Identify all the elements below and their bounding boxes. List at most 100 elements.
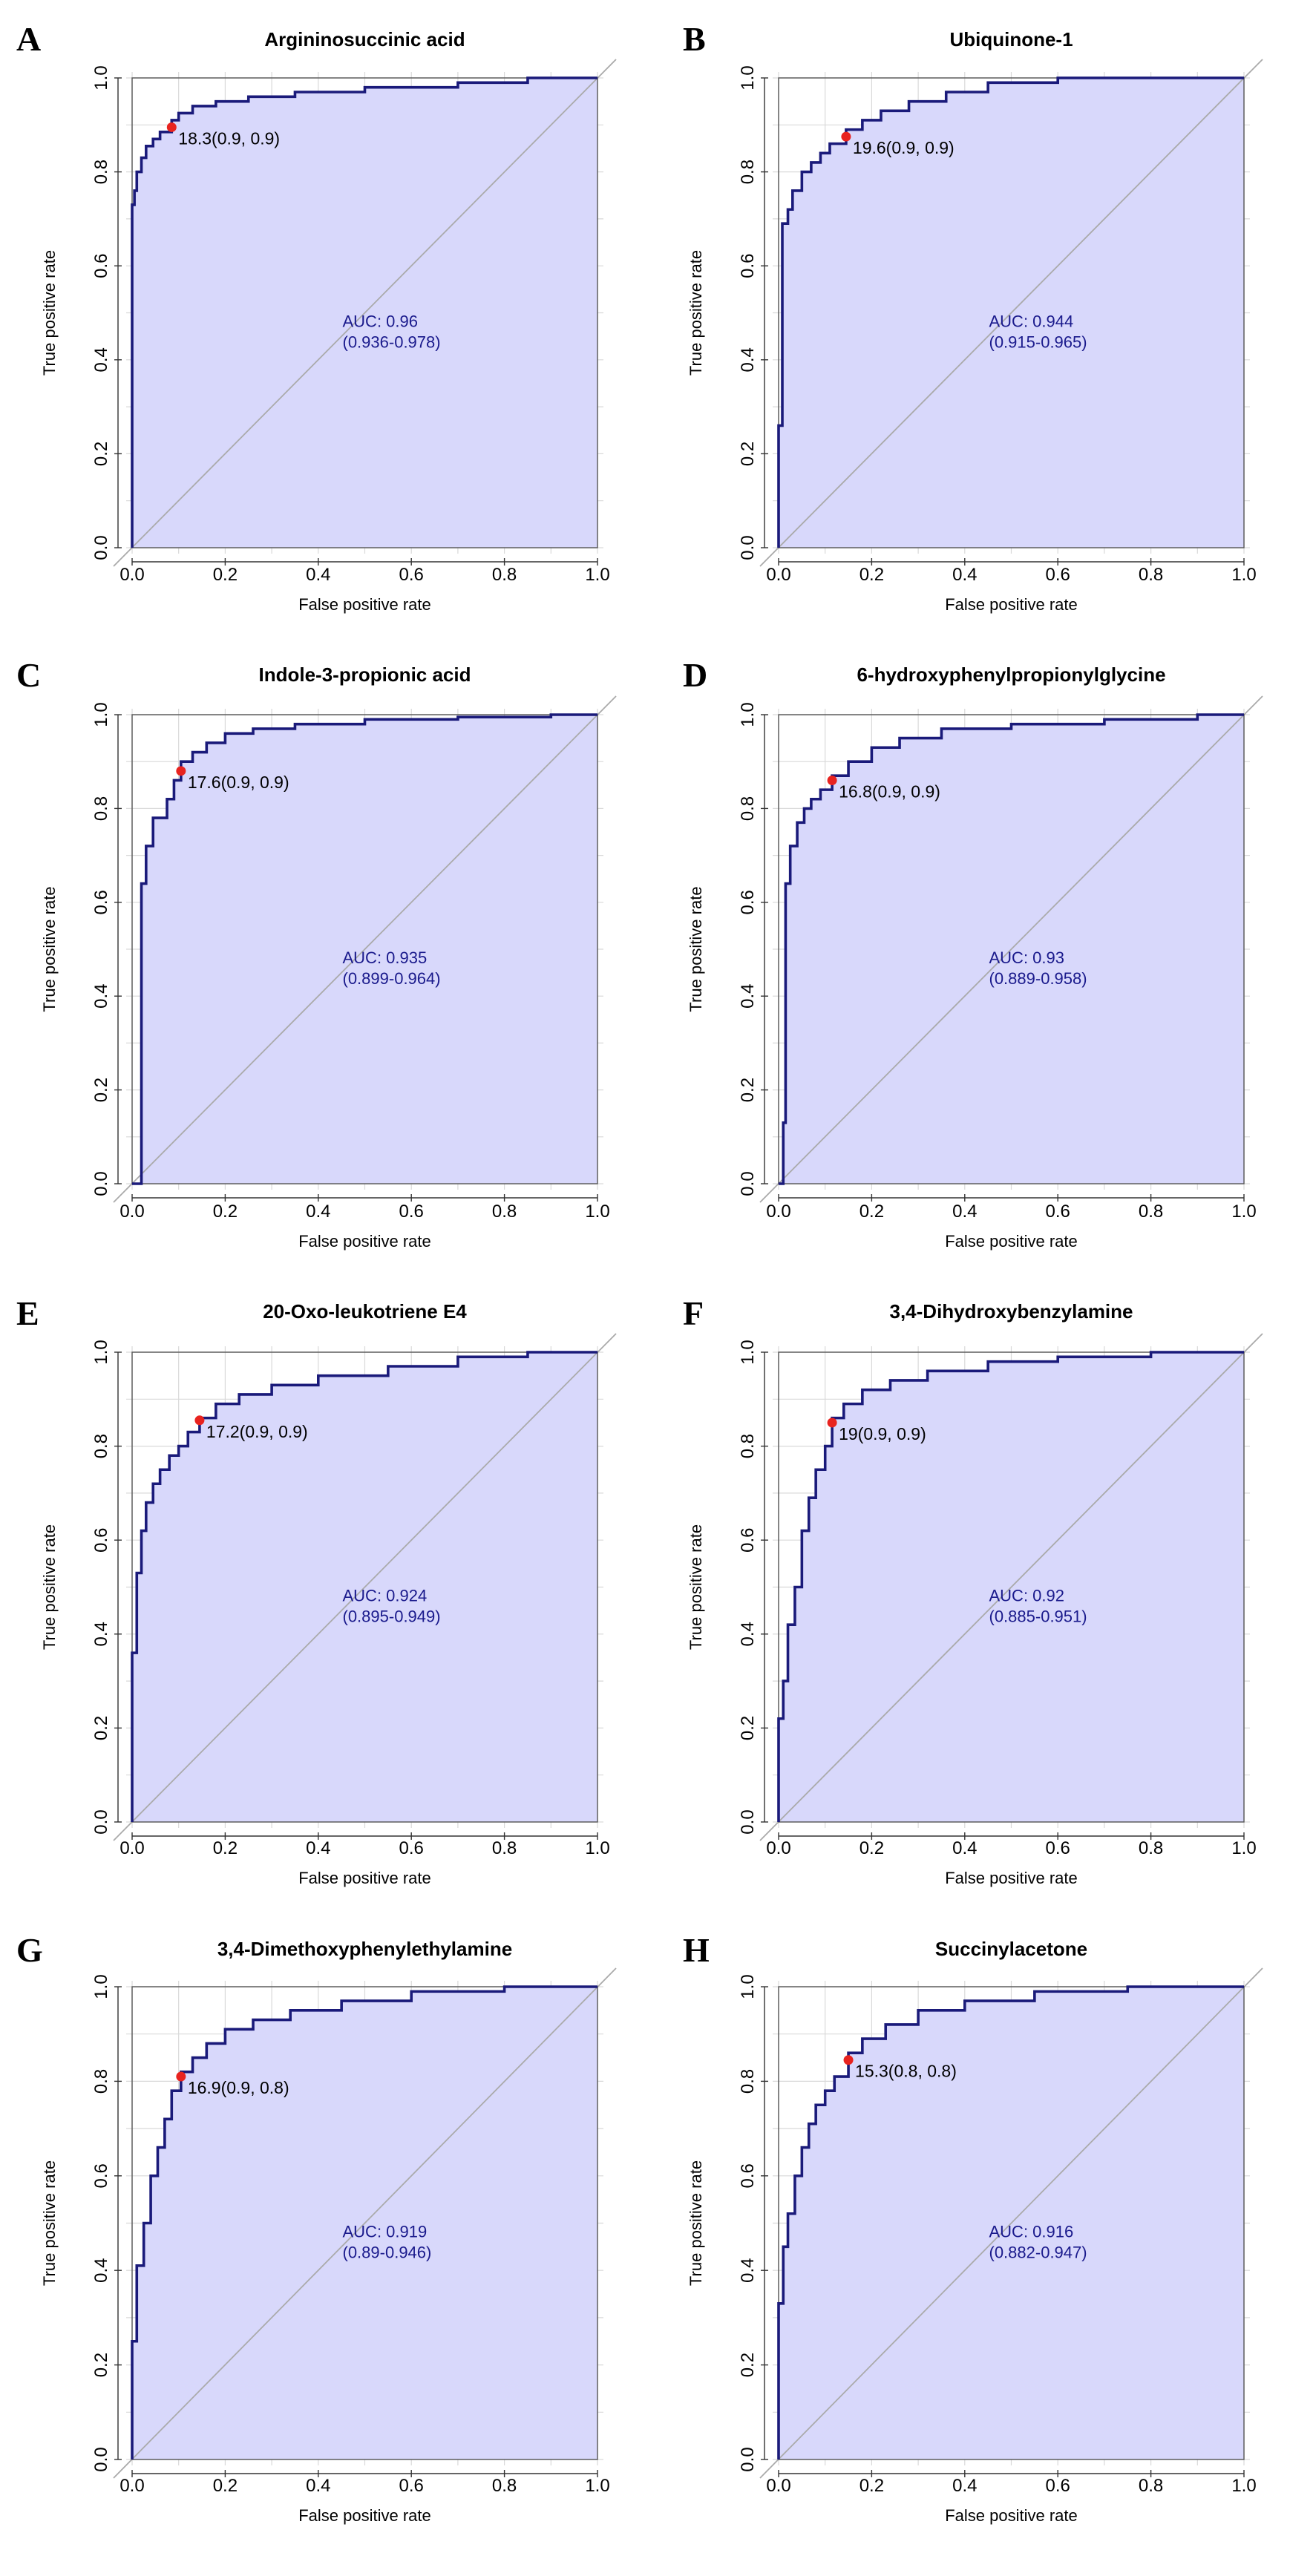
cutoff-point (843, 2055, 854, 2065)
chart-title: Ubiquinone-1 (949, 28, 1073, 50)
x-tick-label: 0.2 (213, 1202, 238, 1222)
y-axis-label: True positive rate (687, 2160, 705, 2286)
panel-letter: G (16, 1931, 43, 1969)
auc-label: AUC: 0.935 (343, 948, 428, 967)
y-tick-label: 0.2 (91, 442, 111, 466)
x-tick-label: 0.2 (213, 565, 238, 585)
roc-panel-e: E 20-Oxo-leukotriene E4 17.2(0.9, 0.9) AUC:… (16, 1294, 617, 1887)
y-tick-label: 0.4 (738, 2258, 758, 2283)
x-axis-label: False positive rate (945, 595, 1078, 614)
roc-line (777, 1351, 1244, 1822)
y-tick-label: 0.2 (738, 2353, 758, 2377)
auc-ci-label: (0.936-0.978) (343, 332, 441, 351)
y-tick-label: 0.2 (738, 1716, 758, 1740)
y-tick-label: 0.6 (738, 890, 758, 914)
x-tick-label: 0.6 (1046, 1838, 1070, 1858)
auc-ci-label: (0.899-0.964) (343, 969, 441, 988)
diagonal-line (759, 1333, 1263, 1841)
x-tick-label: 0.2 (213, 1838, 238, 1858)
x-tick-label: 0.0 (119, 1202, 144, 1222)
x-tick-label: 0.2 (859, 2476, 884, 2496)
x-tick-label: 0.6 (399, 1838, 424, 1858)
x-tick-label: 0.6 (399, 2476, 424, 2496)
cutoff-point (827, 775, 837, 785)
auc-ci-label: (0.89-0.946) (343, 2244, 432, 2262)
roc-panel-c: C Indole-3-propionic acid 17.6(0.9, 0.9) AU… (16, 656, 617, 1251)
cutoff-label: 16.9(0.9, 0.8) (188, 2078, 289, 2097)
x-tick-label: 0.0 (766, 2476, 790, 2496)
y-tick-label: 0.4 (91, 1622, 111, 1646)
cutoff-label: 17.6(0.9, 0.9) (188, 773, 289, 792)
chart-title: Indole-3-propionic acid (258, 663, 471, 686)
y-tick-label: 0.8 (738, 1434, 758, 1458)
y-tick-label: 1.0 (738, 65, 758, 90)
roc-line (777, 1985, 1244, 2459)
auc-label: AUC: 0.924 (343, 1586, 428, 1605)
x-tick-label: 0.4 (306, 1838, 330, 1858)
y-tick-label: 0.4 (91, 2258, 111, 2283)
roc-panel-h: H Succinylacetone 15.3(0.8, 0.8) AUC: 0.916… (683, 1931, 1263, 2525)
y-tick-label: 0.0 (738, 1809, 758, 1834)
y-tick-label: 1.0 (91, 702, 111, 727)
cutoff-point (176, 766, 186, 776)
x-tick-label: 0.4 (952, 1202, 977, 1222)
cutoff-label: 19(0.9, 0.9) (839, 1424, 926, 1443)
x-tick-label: 0.2 (859, 565, 884, 585)
chart-title: Argininosuccinic acid (264, 28, 465, 50)
x-tick-label: 0.8 (1139, 1202, 1163, 1222)
panel-letter: C (16, 656, 41, 694)
auc-label: AUC: 0.919 (343, 2223, 428, 2241)
y-tick-label: 1.0 (91, 1974, 111, 1999)
roc-line (131, 1985, 597, 2459)
auc-ci-label: (0.882-0.947) (989, 2244, 1087, 2262)
cutoff-label: 17.2(0.9, 0.9) (206, 1422, 308, 1441)
auc-ci-label: (0.885-0.951) (989, 1607, 1087, 1625)
chart-title: 20-Oxo-leukotriene E4 (263, 1300, 467, 1323)
x-axis-label: False positive rate (945, 1869, 1078, 1887)
diagonal-line (113, 1967, 617, 2479)
x-tick-label: 0.8 (492, 1202, 517, 1222)
y-tick-label: 0.0 (91, 1171, 111, 1196)
roc-panel-d: D 6-hydroxyphenylpropionylglycine 16.8(0.9… (683, 656, 1263, 1251)
cutoff-label: 16.8(0.9, 0.9) (839, 781, 940, 801)
x-tick-label: 0.6 (1046, 2476, 1070, 2496)
chart-title: 6-hydroxyphenylpropionylglycine (857, 663, 1165, 686)
y-tick-label: 1.0 (738, 1974, 758, 1999)
y-tick-label: 0.8 (738, 160, 758, 184)
y-tick-label: 0.0 (738, 1171, 758, 1196)
roc-panel-b: B Ubiquinone-1 19.6(0.9, 0.9) AUC: 0.944 (0.… (683, 20, 1263, 614)
y-tick-label: 0.8 (91, 1434, 111, 1458)
auc-ci-label: (0.895-0.949) (343, 1607, 441, 1625)
y-axis-label: True positive rate (687, 886, 705, 1012)
x-tick-label: 1.0 (1231, 565, 1256, 585)
y-tick-label: 0.8 (91, 796, 111, 821)
x-tick-label: 0.0 (766, 565, 790, 585)
roc-panel-a: A Argininosuccinic acid 18.3(0.9, 0.9) AUC:… (16, 20, 617, 614)
x-tick-label: 1.0 (1231, 1838, 1256, 1858)
y-tick-label: 0.4 (738, 984, 758, 1009)
chart-title: 3,4-Dihydroxybenzylamine (890, 1300, 1133, 1323)
x-tick-label: 1.0 (585, 2476, 609, 2496)
y-tick-label: 0.6 (91, 254, 111, 278)
panel-letter: E (16, 1294, 39, 1332)
x-tick-label: 0.4 (952, 565, 977, 585)
x-tick-label: 0.4 (952, 1838, 977, 1858)
y-tick-label: 1.0 (91, 65, 111, 90)
roc-line (131, 76, 597, 548)
cutoff-label: 15.3(0.8, 0.8) (855, 2062, 957, 2081)
diagonal-line (759, 1967, 1263, 2479)
y-tick-label: 0.6 (91, 1528, 111, 1553)
chart-title: Succinylacetone (935, 1938, 1087, 1960)
y-axis-label: True positive rate (40, 1524, 59, 1650)
y-tick-label: 1.0 (738, 1340, 758, 1364)
auc-ci-label: (0.889-0.958) (989, 969, 1087, 988)
y-tick-label: 0.6 (738, 1528, 758, 1553)
x-tick-label: 0.6 (1046, 565, 1070, 585)
x-tick-label: 0.8 (492, 1838, 517, 1858)
y-tick-label: 0.2 (91, 2353, 111, 2377)
roc-line (777, 76, 1244, 548)
plot-frame (778, 77, 1245, 548)
y-axis-label: True positive rate (40, 2160, 59, 2286)
x-tick-label: 1.0 (585, 565, 609, 585)
x-axis-label: False positive rate (298, 595, 431, 614)
